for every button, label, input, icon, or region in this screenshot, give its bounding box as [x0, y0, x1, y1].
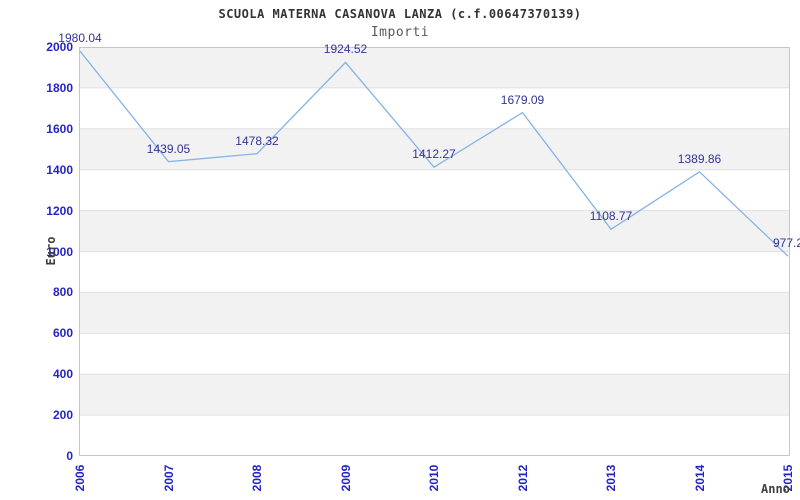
x-axis-tick: 2012	[515, 464, 530, 492]
x-axis-tick: 2009	[338, 464, 353, 492]
y-axis-tick: 2000	[46, 40, 73, 54]
plot-border	[79, 47, 790, 456]
plot-band	[79, 374, 790, 416]
x-axis-title: Anno	[761, 482, 790, 496]
x-axis-tick: 2007	[161, 464, 176, 492]
data-label: 1412.27	[412, 147, 456, 162]
plot-band	[79, 210, 790, 252]
plot-band	[79, 415, 790, 456]
x-axis-tick: 2008	[250, 464, 264, 492]
data-label: 1980.04	[58, 31, 102, 46]
y-axis-tick: 1200	[46, 203, 73, 218]
chart-title: SCUOLA MATERNA CASANOVA LANZA (c.f.00647…	[218, 7, 582, 21]
x-axis-tick: 2013	[604, 464, 618, 492]
plot-band	[79, 251, 790, 293]
y-axis-tick: 200	[52, 408, 73, 423]
plot-band	[79, 292, 790, 334]
y-axis-title: Euro	[44, 236, 58, 266]
line-series	[79, 50, 789, 257]
y-axis-tick: 600	[52, 326, 73, 341]
plot-band	[79, 169, 790, 211]
data-label: 1389.86	[677, 151, 722, 166]
data-label: 1924.52	[323, 42, 368, 57]
data-label: 1478.32	[235, 133, 279, 148]
x-axis-tick: 2014	[692, 464, 707, 492]
plot-band	[79, 47, 790, 88]
chart-subtitle: Importi	[370, 25, 430, 40]
data-label: 977.2	[772, 236, 800, 251]
x-axis-tick: 2010	[427, 464, 441, 492]
y-axis-tick: 1000	[46, 244, 73, 259]
plot-band	[79, 128, 790, 170]
data-label: 1108.77	[589, 209, 633, 224]
plot-area	[79, 47, 790, 456]
y-axis-tick: 400	[52, 367, 73, 382]
y-axis-tick: 1800	[46, 80, 73, 95]
y-axis-tick: 0	[66, 449, 73, 463]
plot-band	[79, 333, 790, 375]
plot-band	[79, 87, 790, 129]
data-label: 1439.05	[146, 141, 191, 156]
data-label: 1679.09	[500, 92, 545, 107]
y-axis-tick: 1600	[46, 121, 73, 136]
y-axis-tick: 1400	[46, 162, 73, 177]
x-axis-tick: 2006	[73, 464, 87, 492]
y-axis-tick: 800	[52, 285, 73, 300]
